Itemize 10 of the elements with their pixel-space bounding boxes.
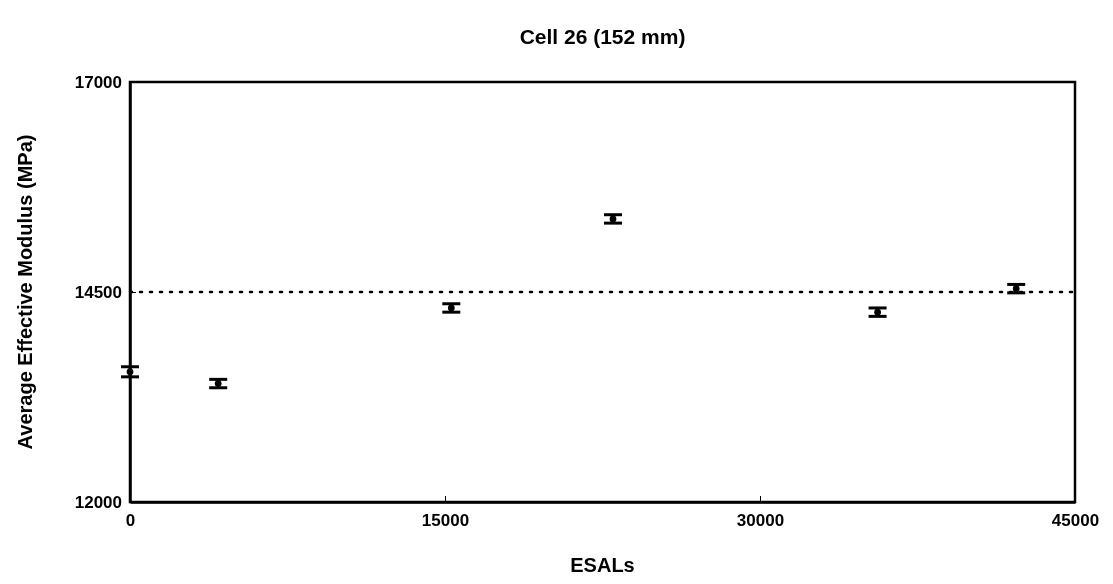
x-tick-label: 45000 — [1051, 511, 1100, 531]
y-tick-label: 17000 — [74, 72, 122, 92]
x-tick-label: 0 — [125, 511, 136, 531]
x-tick-label: 30000 — [736, 511, 785, 531]
y-tick-label: 14500 — [74, 282, 122, 302]
y-tick-label: 12000 — [74, 492, 122, 512]
x-axis-title: ESALs — [570, 554, 635, 576]
y-axis-title: Average Effective Modulus (MPa) — [14, 134, 36, 450]
chart-title: Cell 26 (152 mm) — [519, 25, 686, 48]
x-tick-label: 15000 — [421, 511, 470, 531]
